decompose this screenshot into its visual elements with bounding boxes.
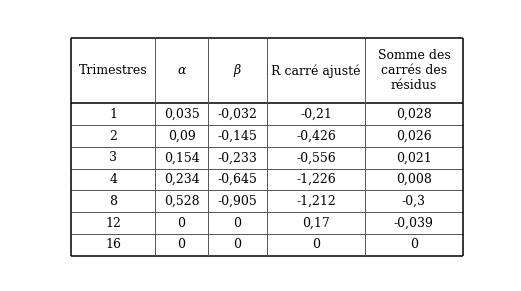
Text: 4: 4 — [109, 173, 117, 186]
Text: 0,035: 0,035 — [164, 108, 200, 121]
Text: α: α — [177, 64, 186, 77]
Text: 8: 8 — [109, 195, 117, 208]
Text: -0,039: -0,039 — [394, 217, 434, 230]
Text: 0,09: 0,09 — [168, 129, 195, 143]
Text: 0,028: 0,028 — [396, 108, 432, 121]
Text: -0,21: -0,21 — [300, 108, 332, 121]
Text: 0: 0 — [233, 238, 241, 251]
Text: 0,154: 0,154 — [164, 151, 200, 164]
Text: Trimestres: Trimestres — [79, 64, 147, 77]
Text: 0: 0 — [312, 238, 320, 251]
Text: -0,145: -0,145 — [217, 129, 257, 143]
Text: -1,226: -1,226 — [296, 173, 336, 186]
Text: 3: 3 — [109, 151, 117, 164]
Text: 2: 2 — [109, 129, 117, 143]
Text: 0,528: 0,528 — [164, 195, 200, 208]
Text: 0,021: 0,021 — [396, 151, 432, 164]
Text: 0: 0 — [178, 238, 185, 251]
Text: -0,032: -0,032 — [217, 108, 257, 121]
Text: 0: 0 — [410, 238, 418, 251]
Text: R carré ajusté: R carré ajusté — [271, 64, 361, 78]
Text: 16: 16 — [105, 238, 121, 251]
Text: -0,645: -0,645 — [217, 173, 257, 186]
Text: -0,233: -0,233 — [217, 151, 257, 164]
Text: Somme des
carrés des
résidus: Somme des carrés des résidus — [378, 49, 450, 92]
Text: 0,17: 0,17 — [302, 217, 330, 230]
Text: 0,234: 0,234 — [164, 173, 200, 186]
Text: 12: 12 — [105, 217, 121, 230]
Text: -0,426: -0,426 — [296, 129, 336, 143]
Text: β: β — [234, 64, 241, 77]
Text: 0: 0 — [178, 217, 185, 230]
Text: 0,008: 0,008 — [396, 173, 432, 186]
Text: -0,556: -0,556 — [296, 151, 336, 164]
Text: 0,026: 0,026 — [396, 129, 432, 143]
Text: -0,905: -0,905 — [218, 195, 257, 208]
Text: 0: 0 — [233, 217, 241, 230]
Text: -1,212: -1,212 — [296, 195, 336, 208]
Text: -0,3: -0,3 — [402, 195, 426, 208]
Text: 1: 1 — [109, 108, 117, 121]
